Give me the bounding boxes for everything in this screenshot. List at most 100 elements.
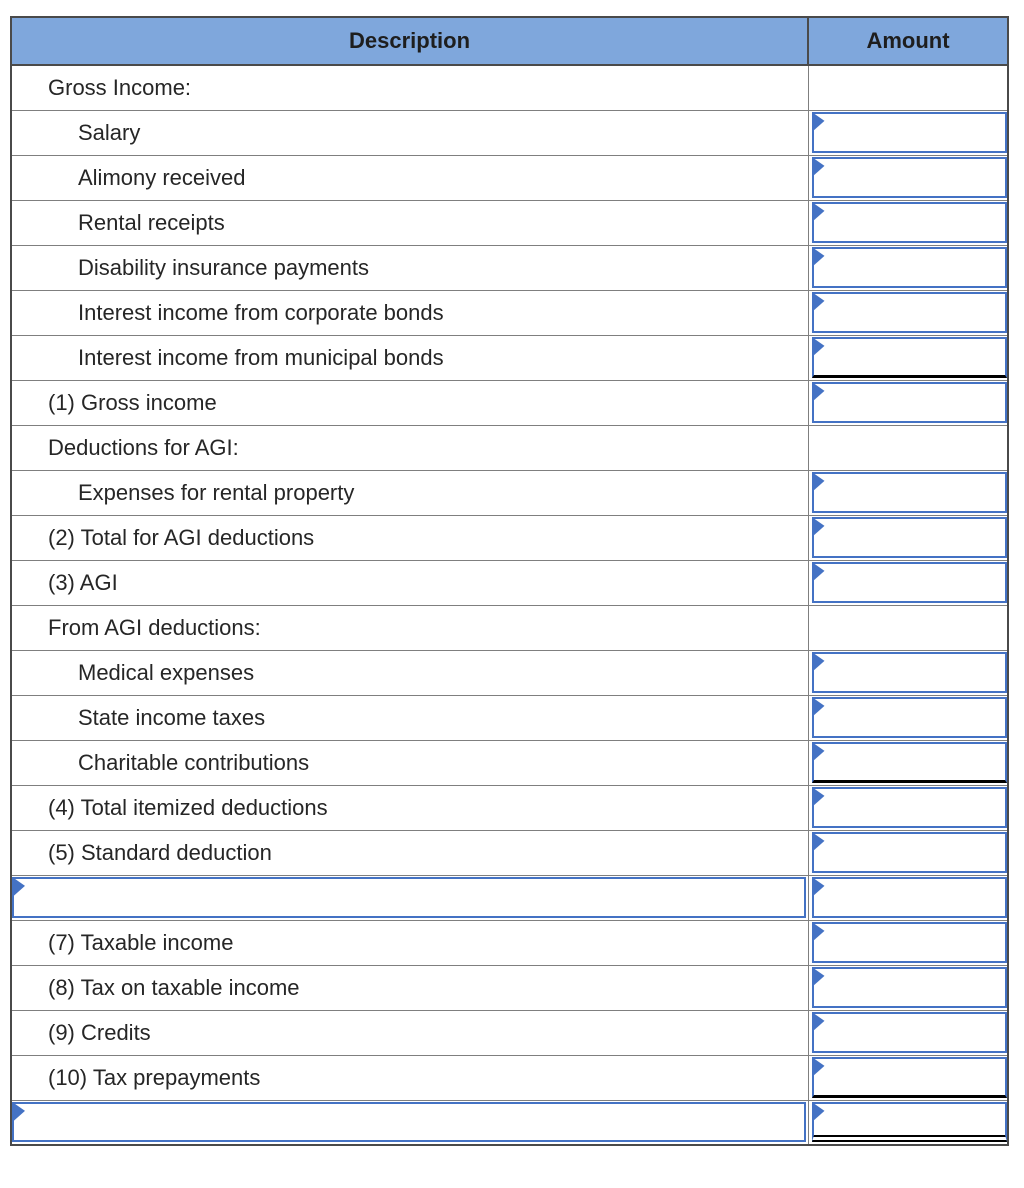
- input-flag-icon: [812, 967, 825, 987]
- description-input[interactable]: [12, 1101, 806, 1142]
- amount-input[interactable]: [811, 786, 1007, 828]
- input-flag-icon: [812, 652, 825, 672]
- input-flag-icon: [812, 517, 825, 537]
- input-flag-icon: [812, 697, 825, 717]
- amount-input[interactable]: [811, 471, 1007, 513]
- amount-input[interactable]: [811, 561, 1007, 603]
- row-label: Deductions for AGI:: [48, 434, 239, 460]
- row-label: State income taxes: [78, 704, 266, 730]
- table-row: (5) Standard deduction: [10, 829, 1009, 876]
- input-flag-icon: [812, 832, 825, 852]
- input-flag-icon: [812, 922, 825, 942]
- row-label: Rental receipts: [78, 209, 225, 235]
- description-cell: Interest income from corporate bonds: [10, 289, 809, 336]
- row-label: (7) Taxable income: [48, 929, 234, 955]
- amount-cell: [807, 559, 1009, 606]
- row-label: Disability insurance payments: [78, 254, 370, 280]
- amount-cell: [807, 1054, 1009, 1101]
- row-label: (8) Tax on taxable income: [48, 974, 300, 1000]
- amount-input[interactable]: [811, 741, 1007, 783]
- input-flag-icon: [812, 742, 825, 762]
- amount-input[interactable]: [811, 1101, 1007, 1142]
- amount-cell: [807, 874, 1009, 921]
- amount-input[interactable]: [811, 201, 1007, 243]
- amount-input[interactable]: [811, 246, 1007, 288]
- table-row: [10, 874, 1009, 921]
- row-label: Alimony received: [78, 164, 246, 190]
- description-cell: (8) Tax on taxable income: [10, 964, 809, 1011]
- amount-cell: [807, 289, 1009, 336]
- description-cell: Salary: [10, 109, 809, 156]
- input-flag-icon: [13, 877, 25, 897]
- input-flag-icon: [812, 112, 825, 132]
- table-row: (9) Credits: [10, 1009, 1009, 1056]
- table-row: (7) Taxable income: [10, 919, 1009, 966]
- row-label: Expenses for rental property: [78, 479, 355, 505]
- row-label: Interest income from corporate bonds: [78, 299, 444, 325]
- amount-input[interactable]: [811, 381, 1007, 423]
- row-label: Charitable contributions: [78, 749, 310, 775]
- amount-cell: [807, 514, 1009, 561]
- amount-input[interactable]: [811, 651, 1007, 693]
- description-cell: (3) AGI: [10, 559, 809, 606]
- input-flag-icon: [812, 1102, 825, 1122]
- amount-cell: [807, 469, 1009, 516]
- row-label: (9) Credits: [48, 1019, 151, 1045]
- table-row: [10, 1099, 1009, 1146]
- amount-input[interactable]: [811, 156, 1007, 198]
- description-cell: (7) Taxable income: [10, 919, 809, 966]
- amount-input[interactable]: [811, 336, 1007, 378]
- amount-cell: [807, 334, 1009, 381]
- amount-input[interactable]: [811, 1011, 1007, 1053]
- table-row: Charitable contributions: [10, 739, 1009, 786]
- description-cell: Charitable contributions: [10, 739, 809, 786]
- table-row: Deductions for AGI:: [10, 424, 1009, 471]
- row-label: (1) Gross income: [48, 389, 217, 415]
- amount-cell: [807, 829, 1009, 876]
- amount-input[interactable]: [811, 966, 1007, 1008]
- amount-input[interactable]: [811, 696, 1007, 738]
- input-flag-icon: [812, 157, 825, 177]
- amount-input[interactable]: [811, 876, 1007, 918]
- table-row: (8) Tax on taxable income: [10, 964, 1009, 1011]
- input-flag-icon: [812, 877, 825, 897]
- amount-cell: [807, 1099, 1009, 1146]
- description-cell: (9) Credits: [10, 1009, 809, 1056]
- amount-cell: [807, 649, 1009, 696]
- table-row: Disability insurance payments: [10, 244, 1009, 291]
- input-flag-icon: [812, 1057, 825, 1077]
- amount-input[interactable]: [811, 516, 1007, 558]
- amount-cell: [807, 919, 1009, 966]
- amount-input[interactable]: [811, 831, 1007, 873]
- description-cell: Rental receipts: [10, 199, 809, 246]
- input-flag-icon: [812, 337, 825, 357]
- amount-input[interactable]: [811, 291, 1007, 333]
- row-label: Gross Income:: [48, 74, 192, 100]
- amount-input[interactable]: [811, 1056, 1007, 1098]
- input-flag-icon: [812, 292, 825, 312]
- table-body: Gross Income: Salary Alimony received: [10, 64, 1009, 1146]
- description-cell: [10, 874, 809, 921]
- amount-cell: [807, 199, 1009, 246]
- row-label: (10) Tax prepayments: [48, 1064, 261, 1090]
- row-label: Salary: [78, 119, 141, 145]
- input-flag-icon: [812, 247, 825, 267]
- amount-cell: [807, 1009, 1009, 1056]
- amount-cell: [807, 784, 1009, 831]
- input-flag-icon: [812, 382, 825, 402]
- table-row: Interest income from corporate bonds: [10, 289, 1009, 336]
- table-row: From AGI deductions:: [10, 604, 1009, 651]
- amount-cell: [807, 964, 1009, 1011]
- description-cell: Disability insurance payments: [10, 244, 809, 291]
- description-input[interactable]: [12, 876, 806, 918]
- amount-cell: [807, 109, 1009, 156]
- row-label: (5) Standard deduction: [48, 839, 272, 865]
- header-row: Description Amount: [10, 16, 1009, 66]
- description-cell: Gross Income:: [10, 64, 809, 111]
- table-row: Alimony received: [10, 154, 1009, 201]
- description-cell: Medical expenses: [10, 649, 809, 696]
- amount-input[interactable]: [811, 921, 1007, 963]
- amount-input[interactable]: [811, 111, 1007, 153]
- description-cell: (2) Total for AGI deductions: [10, 514, 809, 561]
- amount-cell: [807, 424, 1009, 471]
